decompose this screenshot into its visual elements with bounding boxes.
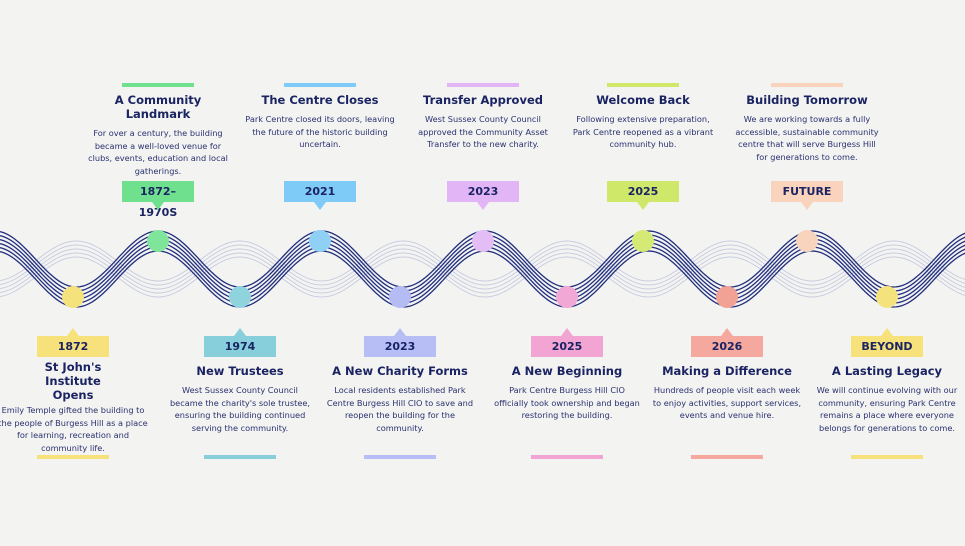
tag-pointer <box>477 202 489 210</box>
timeline-event-top: Welcome Back Following extensive preparat… <box>568 83 718 151</box>
event-description: Following extensive preparation, Park Ce… <box>572 114 714 149</box>
event-title: Building Tomorrow <box>746 93 868 107</box>
tag-pointer <box>637 202 649 210</box>
event-color-bar <box>607 83 679 87</box>
timeline-event-bottom: New Trustees West Sussex County Council b… <box>165 358 315 434</box>
timeline-dot <box>472 230 494 252</box>
event-title: Transfer Approved <box>423 93 543 107</box>
timeline-dot <box>716 286 738 308</box>
timeline-dot <box>632 230 654 252</box>
event-title: St John's Institute Opens <box>44 360 102 402</box>
timeline-event-bottom: Making a Difference Hundreds of people vi… <box>652 358 802 422</box>
event-date-label: 2025 <box>551 340 583 353</box>
event-color-bar <box>122 83 194 87</box>
tag-pointer <box>881 328 893 336</box>
event-date-tag: 1872–1970S <box>122 181 194 219</box>
tag-pointer <box>721 328 733 336</box>
event-color-bar <box>771 83 843 87</box>
timeline-dot <box>796 230 818 252</box>
event-title: The Centre Closes <box>261 93 379 107</box>
event-date-tag: 1872 <box>37 328 109 357</box>
background-wave-line <box>0 248 965 290</box>
timeline-event-top: Building Tomorrow We are working towards … <box>732 83 882 163</box>
event-color-bar <box>204 455 276 459</box>
timeline-event-top: A Community Landmark For over a century, … <box>83 83 233 177</box>
event-description: West Sussex County Council approved the … <box>418 114 548 149</box>
timeline-dot <box>876 286 898 308</box>
timeline-event-bottom: A Lasting Legacy We will continue evolvin… <box>812 358 962 434</box>
background-wave-line <box>0 240 965 282</box>
event-date-tag: 2023 <box>447 181 519 210</box>
tag-pointer <box>314 202 326 210</box>
event-title: New Trustees <box>196 364 284 378</box>
tag-pointer <box>152 202 164 210</box>
event-date-tag: 2021 <box>284 181 356 210</box>
timeline-event-top: The Centre Closes Park Centre closed its … <box>245 83 395 151</box>
timeline-dot <box>389 286 411 308</box>
timeline-event-bottom: A New Beginning Park Centre Burgess Hill … <box>492 358 642 422</box>
event-description: We will continue evolving with our commu… <box>816 385 958 433</box>
event-date-label: BEYOND <box>861 340 913 353</box>
event-date-tag: 2023 <box>364 328 436 357</box>
tag-pointer <box>234 328 246 336</box>
event-color-bar <box>284 83 356 87</box>
timeline-dot <box>62 286 84 308</box>
event-description: Emily Temple gifted the building to the … <box>0 405 148 453</box>
event-color-bar <box>691 455 763 459</box>
event-date-tag: 2026 <box>691 328 763 357</box>
event-description: We are working towards a fully accessibl… <box>735 114 879 162</box>
timeline-dot <box>147 230 169 252</box>
event-date-tag: 1974 <box>204 328 276 357</box>
event-date-label: 2026 <box>711 340 743 353</box>
event-color-bar <box>364 455 436 459</box>
event-date-label: 1872 <box>57 340 89 353</box>
background-wave-line <box>0 244 965 286</box>
event-color-bar <box>851 455 923 459</box>
event-title: Making a Difference <box>662 364 792 378</box>
tag-pointer <box>561 328 573 336</box>
event-description: West Sussex County Council became the ch… <box>169 385 311 433</box>
background-wave-line <box>0 252 965 294</box>
event-color-bar <box>531 455 603 459</box>
background-wave-line <box>0 256 965 298</box>
event-title: A Community Landmark <box>114 93 202 121</box>
event-date-label: 2023 <box>467 185 499 198</box>
event-date-tag: 2025 <box>607 181 679 210</box>
timeline-event-bottom: A New Charity Forms Local residents estab… <box>325 358 475 434</box>
event-date-label: 1974 <box>224 340 256 353</box>
event-description: Park Centre Burgess Hill CIO officially … <box>494 385 640 420</box>
event-date-label: 1872–1970S <box>138 185 178 219</box>
event-date-tag: FUTURE <box>771 181 843 210</box>
tag-pointer <box>394 328 406 336</box>
event-date-label: 2021 <box>304 185 336 198</box>
timeline-dot <box>229 286 251 308</box>
event-description: For over a century, the building became … <box>88 128 228 176</box>
timeline-dot <box>556 286 578 308</box>
event-date-label: FUTURE <box>782 185 832 198</box>
timeline-dot <box>309 230 331 252</box>
timeline-event-bottom: St John's Institute Opens Emily Temple gi… <box>0 360 148 454</box>
event-color-bar <box>37 455 109 459</box>
event-date-label: 2025 <box>627 185 659 198</box>
event-description: Local residents established Park Centre … <box>326 385 474 433</box>
event-title: A New Beginning <box>511 364 623 378</box>
timeline-event-top: Transfer Approved West Sussex County Coun… <box>408 83 558 151</box>
tag-pointer <box>67 328 79 336</box>
tag-pointer <box>801 202 813 210</box>
event-date-tag: 2025 <box>531 328 603 357</box>
timeline-wave-line <box>0 250 965 308</box>
event-title: Welcome Back <box>596 93 690 107</box>
event-description: Park Centre closed its doors, leaving th… <box>245 114 395 149</box>
event-color-bar <box>447 83 519 87</box>
event-description: Hundreds of people visit each week to en… <box>652 385 802 420</box>
event-title: A New Charity Forms <box>332 364 468 378</box>
event-date-label: 2023 <box>384 340 416 353</box>
event-title: A Lasting Legacy <box>831 364 943 378</box>
event-date-tag: BEYOND <box>851 328 923 357</box>
